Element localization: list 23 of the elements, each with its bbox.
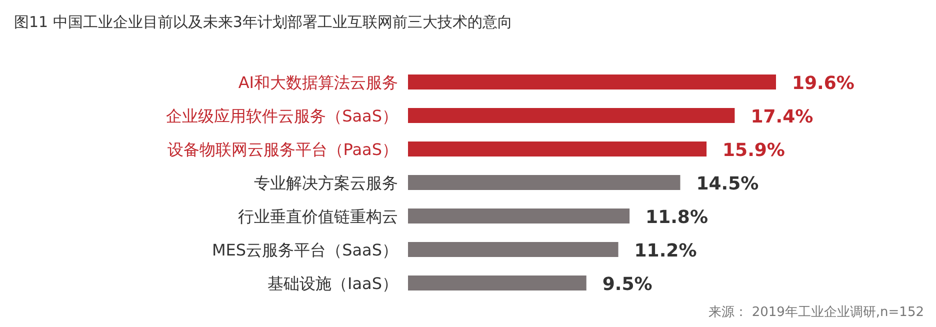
data-label: 19.6% (792, 73, 854, 94)
y-tick-label: 专业解决方案云服务 (254, 174, 398, 192)
y-tick-label: MES云服务平台（SaaS） (212, 240, 398, 260)
bar (408, 142, 707, 156)
bar (408, 242, 618, 257)
bar (408, 108, 735, 123)
data-label: 11.2% (634, 240, 697, 262)
y-tick-label: AI和大数据算法云服务 (238, 73, 398, 92)
data-label: 15.9% (722, 140, 785, 161)
bar (408, 74, 776, 90)
data-label: 9.5% (602, 274, 652, 295)
data-label: 17.4% (750, 106, 814, 128)
text: 图11 中国工业企业目前以及未来3年计划部署工业互联网前三大技术的意向 (14, 13, 512, 31)
bar (408, 175, 680, 190)
bar (408, 276, 586, 290)
source-note: 来源： 2019年工业企业调研,n=152 (708, 305, 924, 320)
y-tick-label: 行业垂直价值链重构云 (238, 207, 398, 226)
data-label: 11.8% (646, 207, 708, 228)
y-tick-label: 设备物联网云服务平台（PaaS） (167, 140, 398, 159)
y-tick-label: 基础设施（IaaS） (268, 274, 398, 293)
bar (408, 208, 630, 224)
data-label: 14.5% (696, 174, 759, 194)
y-tick-label: 企业级应用软件云服务（SaaS） (166, 106, 398, 126)
